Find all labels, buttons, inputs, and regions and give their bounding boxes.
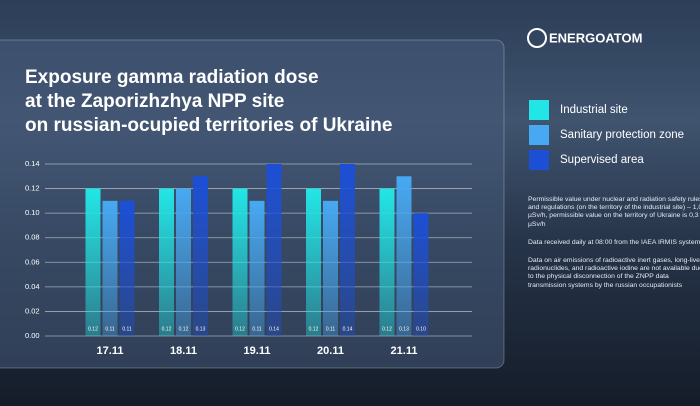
bar [193, 176, 208, 336]
value-label: 0.14 [343, 326, 353, 332]
brand: ENERGOATOM [549, 30, 642, 45]
legend-swatch [529, 100, 549, 120]
value-label: 0.14 [269, 326, 279, 332]
y-tick-label: 0.12 [25, 184, 40, 193]
logo-icon [527, 28, 547, 48]
value-label: 0.12 [382, 326, 392, 332]
bar [85, 188, 101, 336]
value-label: 0.11 [326, 326, 336, 332]
value-label: 0.13 [196, 326, 206, 332]
bar [413, 213, 429, 336]
y-tick-label: 0.04 [25, 282, 40, 291]
value-label: 0.12 [88, 326, 98, 332]
x-tick-label: 20.11 [317, 345, 344, 357]
legend-label: Industrial site [560, 104, 628, 116]
y-tick-label: 0.06 [25, 257, 40, 266]
legend-label: Supervised area [560, 154, 644, 166]
bar [176, 188, 191, 336]
value-label: 0.12 [235, 326, 245, 332]
annotation: Permissible value under nuclear and radi… [528, 196, 700, 228]
annotation: Data received daily at 08:00 from the IA… [528, 238, 700, 246]
y-tick-label: 0.08 [25, 233, 40, 242]
x-tick-label: 19.11 [244, 345, 271, 357]
bar [119, 200, 135, 336]
bar [379, 188, 395, 336]
x-tick-label: 18.11 [170, 345, 197, 357]
chart-title: on russian-ocupied territories of Ukrain… [25, 115, 392, 136]
value-label: 0.11 [105, 326, 115, 332]
value-label: 0.12 [309, 326, 319, 332]
value-label: 0.12 [179, 326, 189, 332]
notes: Permissible value under nuclear and radi… [528, 196, 700, 300]
x-tick-label: 17.11 [97, 345, 124, 357]
legend-swatch [529, 150, 549, 170]
value-label: 0.11 [252, 326, 262, 332]
value-label: 0.10 [416, 326, 426, 332]
legend-swatch [529, 125, 549, 145]
bar [266, 164, 282, 336]
bar [159, 188, 174, 336]
x-tick-label: 21.11 [391, 345, 418, 357]
annotation: Data on air emissions of radioactive ine… [528, 257, 700, 289]
bar [249, 200, 265, 336]
y-tick-label: 0.10 [25, 208, 40, 217]
chart-title: Exposure gamma radiation dose [25, 67, 319, 88]
bar [102, 200, 118, 336]
chart-title: at the Zaporizhzhya NPP site [25, 91, 284, 112]
value-label: 0.11 [122, 326, 132, 332]
y-tick-label: 0.02 [25, 306, 40, 315]
value-label: 0.12 [162, 326, 172, 332]
logo: ENERGOATOM [527, 28, 642, 48]
legend-label: Sanitary protection zone [560, 129, 684, 141]
value-label: 0.13 [399, 326, 409, 332]
bar [340, 164, 355, 336]
y-tick-label: 0.00 [25, 331, 40, 340]
bar [232, 188, 248, 336]
bar [396, 176, 412, 336]
y-tick-label: 0.14 [25, 159, 40, 168]
bar [323, 200, 338, 336]
bar [306, 188, 321, 336]
